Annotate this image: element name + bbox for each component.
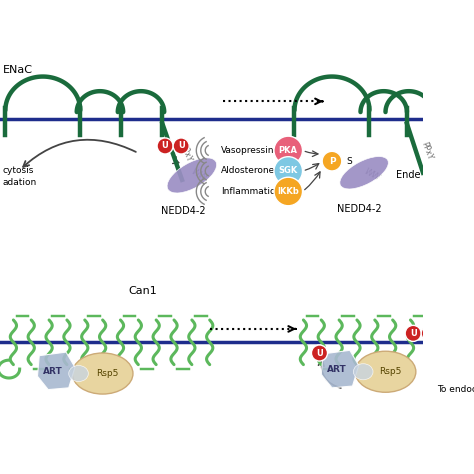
Circle shape: [405, 325, 421, 341]
Text: SGK: SGK: [279, 166, 298, 175]
Text: U: U: [162, 141, 168, 150]
Ellipse shape: [355, 351, 416, 392]
Ellipse shape: [69, 365, 88, 382]
Text: U: U: [426, 329, 433, 338]
Text: PPxY: PPxY: [419, 140, 434, 161]
Text: S: S: [346, 156, 352, 165]
Polygon shape: [321, 350, 359, 388]
Text: U: U: [410, 329, 417, 338]
Circle shape: [173, 138, 189, 154]
Text: U: U: [178, 141, 184, 150]
Text: NEDD4-2: NEDD4-2: [161, 206, 205, 216]
Ellipse shape: [354, 364, 373, 380]
Circle shape: [311, 345, 328, 361]
Text: Ende: Ende: [396, 171, 420, 181]
Text: P: P: [328, 156, 335, 165]
Circle shape: [274, 177, 302, 206]
Text: cytosis: cytosis: [3, 166, 34, 175]
Text: ART: ART: [327, 365, 346, 374]
Text: Vasopressin: Vasopressin: [221, 146, 275, 155]
Text: NEDD4-2: NEDD4-2: [337, 204, 382, 214]
Text: PPxY: PPxY: [179, 143, 193, 163]
Ellipse shape: [167, 158, 217, 193]
Text: Inflammation: Inflammation: [221, 187, 282, 196]
Text: WW: WW: [190, 167, 209, 183]
Circle shape: [421, 325, 438, 341]
Text: WW: WW: [362, 167, 381, 182]
Text: Rsp5: Rsp5: [96, 369, 118, 378]
Circle shape: [274, 136, 302, 165]
Text: PKA: PKA: [279, 146, 298, 155]
Ellipse shape: [340, 156, 388, 189]
Polygon shape: [37, 352, 75, 390]
Text: To endoc: To endoc: [438, 385, 474, 394]
Text: ART: ART: [43, 367, 63, 376]
Text: Can1: Can1: [128, 286, 157, 296]
Circle shape: [322, 151, 342, 171]
Text: adation: adation: [3, 178, 37, 187]
Text: ENaC: ENaC: [3, 64, 33, 74]
Text: IKKb: IKKb: [277, 187, 299, 196]
Text: Rsp5: Rsp5: [379, 367, 401, 376]
Circle shape: [157, 138, 173, 154]
Text: U: U: [316, 348, 323, 357]
Ellipse shape: [72, 353, 133, 394]
Circle shape: [274, 157, 302, 185]
Text: Aldosterone: Aldosterone: [221, 166, 275, 175]
